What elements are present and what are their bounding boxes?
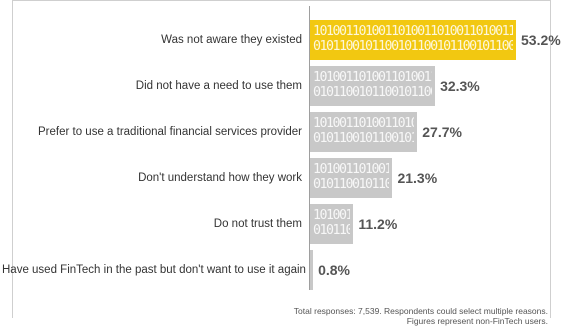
bar: 1010011010011010011010011010011010011010… — [310, 158, 393, 198]
bar: 1010011010011010011010011010011010011010… — [310, 204, 354, 244]
category-label: Did not have a need to use them — [135, 80, 302, 92]
category-axis-line — [309, 6, 310, 290]
value-label: 53.2% — [521, 32, 561, 48]
bar: 1010011010011010011010011010011010011010… — [310, 66, 436, 106]
chart-frame-top — [12, 0, 551, 1]
chart-frame-right — [550, 0, 551, 318]
value-label: 32.3% — [440, 78, 480, 94]
value-label: 27.7% — [422, 124, 462, 140]
footnote-line-2: Figures represent non-FinTech users. — [406, 316, 548, 326]
bar-pattern: 1010011010011010011010011010011010011010… — [313, 70, 433, 100]
category-label: Prefer to use a traditional financial se… — [38, 126, 302, 138]
bar-pattern: 1010011010011010011010011010011010011010… — [313, 24, 513, 54]
bar: 1010011010011010011010011010011010011010… — [310, 20, 516, 60]
bar-pattern: 1010011010011010011010011010011010011010… — [313, 162, 390, 192]
category-label: Was not aware they existed — [161, 34, 302, 46]
category-label: Don't understand how they work — [138, 172, 302, 184]
footnote: Total responses: 7,539. Respondents coul… — [294, 306, 548, 326]
bar — [310, 250, 314, 290]
chart-frame-left — [12, 0, 13, 318]
footnote-line-1: Total responses: 7,539. Respondents coul… — [293, 306, 548, 316]
value-label: 0.8% — [318, 262, 351, 278]
bar-pattern: 1010011010011010011010011010011010011010… — [313, 208, 351, 238]
value-label: 11.2% — [358, 216, 398, 232]
category-label: Have used FinTech in the past but don't … — [2, 264, 306, 276]
value-label: 21.3% — [397, 170, 438, 186]
bar: 1010011010011010011010011010011010011010… — [310, 112, 418, 152]
category-label: Do not trust them — [213, 218, 302, 230]
bar-pattern: 1010011010011010011010011010011010011010… — [313, 116, 414, 146]
